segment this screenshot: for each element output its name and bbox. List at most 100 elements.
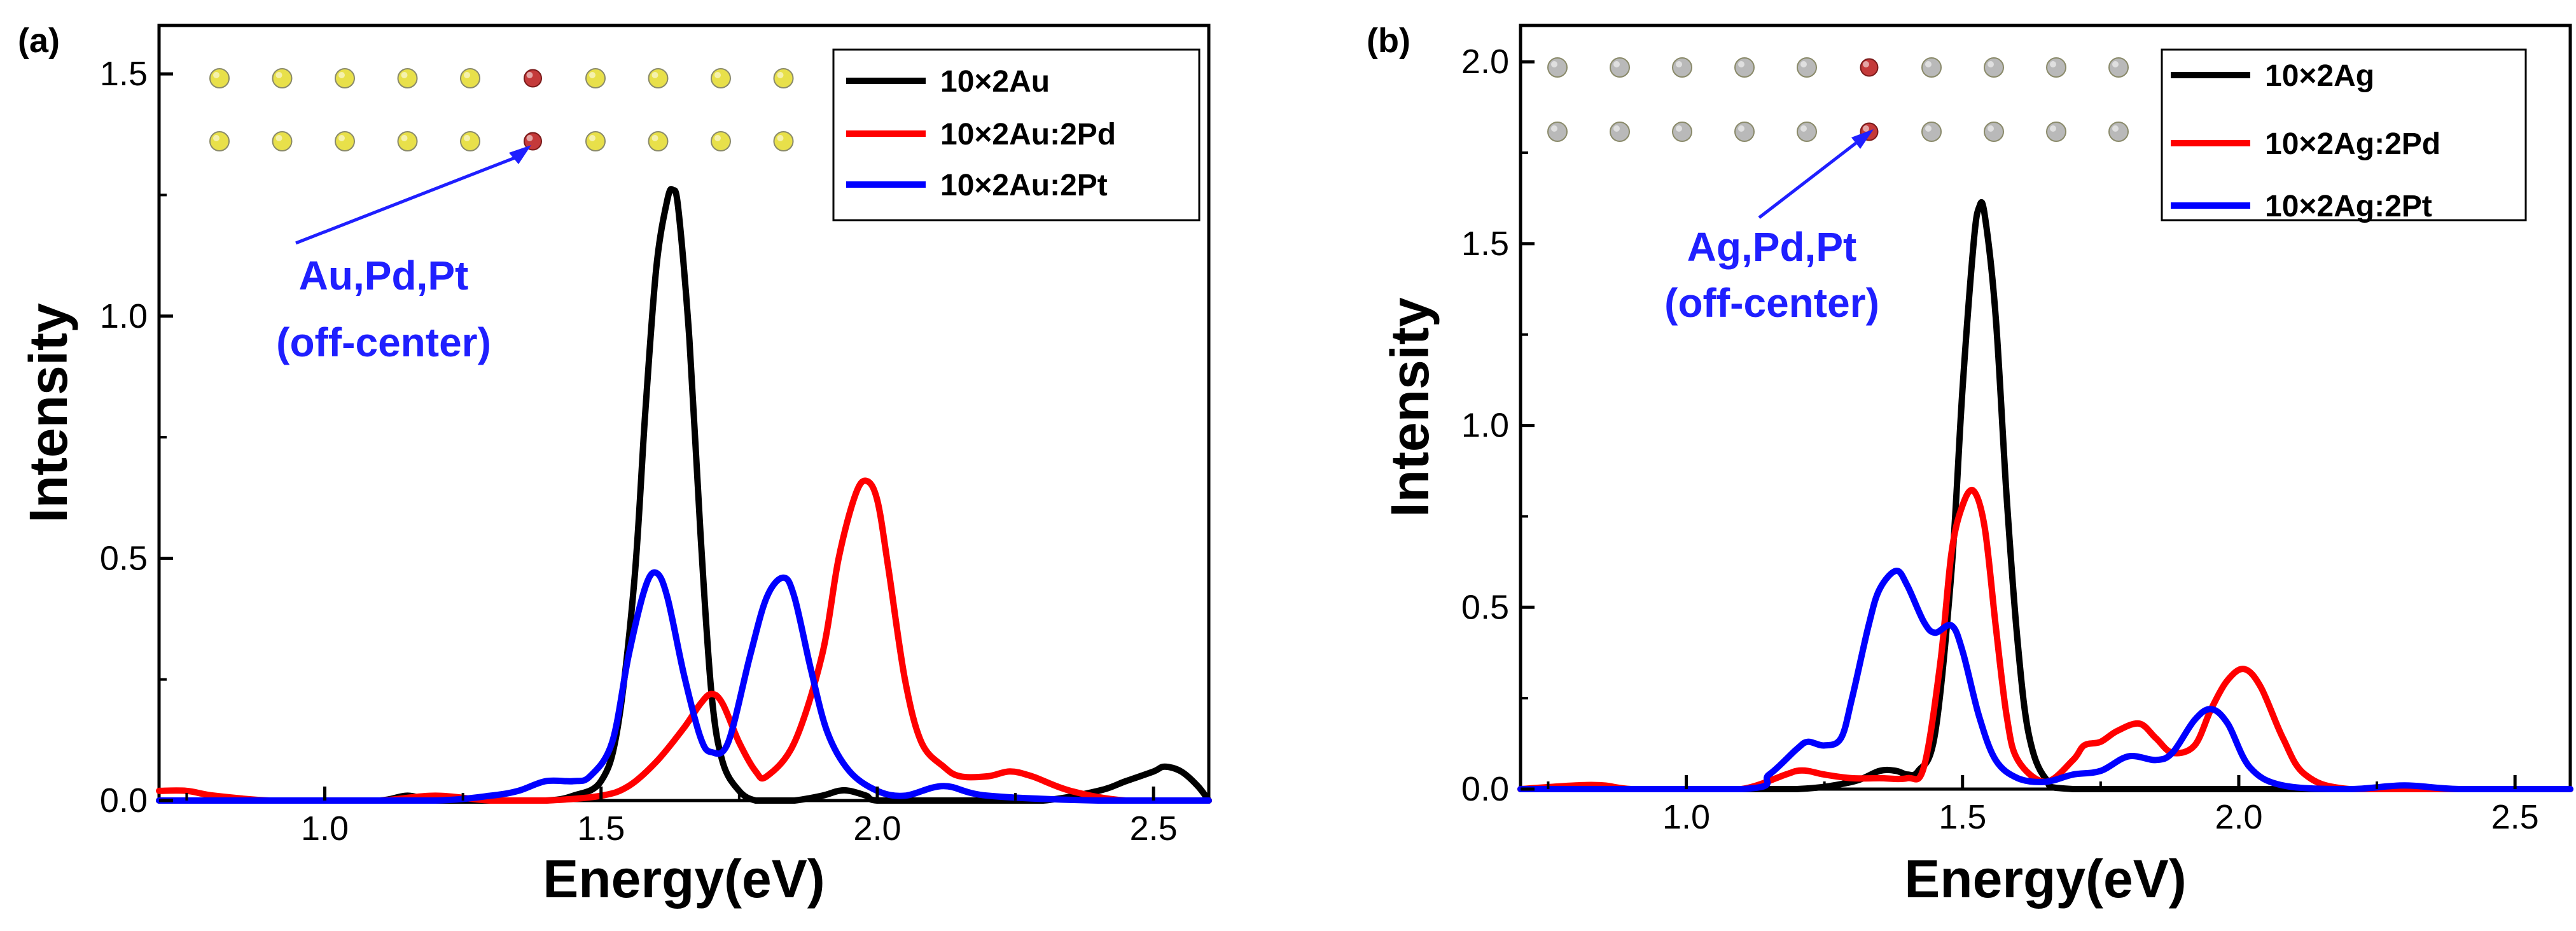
atom-highlight [777, 72, 784, 78]
atom-highlight [651, 135, 658, 141]
y-tick-label: 2.0 [1461, 43, 1509, 81]
host-atom [585, 68, 606, 88]
x-tick-label: 1.5 [577, 809, 625, 848]
host-atom [335, 68, 355, 88]
y-tick-label: 1.5 [1461, 225, 1509, 263]
host-atom [711, 68, 731, 88]
legend-label-a-2: 10×2Au:2Pt [940, 169, 1108, 202]
plot-frame-a [157, 24, 1211, 802]
host-atom [1984, 57, 2004, 78]
host-atom [585, 131, 606, 151]
host-atom [1734, 122, 1755, 142]
host-atom [1984, 122, 2004, 142]
host-atom [272, 68, 293, 88]
atom-highlight [777, 135, 784, 141]
atom-highlight [714, 72, 721, 78]
atom-highlight [275, 135, 282, 141]
panel-b: (b) 1.0 1.5 2.0 2.5 0.0 0.5 1.0 1.5 2.0 Energy(… [1367, 22, 2573, 909]
host-atom [1672, 122, 1692, 142]
host-atom [1921, 57, 1942, 78]
atom-highlight [1551, 61, 1557, 67]
atom-highlight [2112, 125, 2119, 132]
annotation-line2-b: (off-center) [1664, 280, 1879, 326]
x-tick-label: 1.0 [1662, 798, 1710, 836]
legend-label-b-2: 10×2Ag:2Pt [2265, 190, 2432, 223]
atom-highlight [2112, 61, 2119, 67]
host-atom [1921, 122, 1942, 142]
atom-highlight [338, 72, 345, 78]
legend-b: 10×2Ag 10×2Ag:2Pd 10×2Ag:2Pt [2161, 48, 2527, 223]
atom-highlight [464, 135, 470, 141]
host-atom [2108, 122, 2129, 142]
atom-highlight [2050, 61, 2056, 67]
host-atom [711, 131, 731, 151]
x-axis-title-b: Energy(eV) [1904, 849, 2186, 909]
series-line-b-2 [1517, 568, 2573, 793]
host-atom [773, 131, 794, 151]
annotation-arrowhead-b [1851, 129, 1874, 149]
annotation-a: Au,Pd,Pt (off-center) [276, 145, 531, 365]
atom-inset-b [1547, 57, 2129, 142]
host-atom [2046, 57, 2066, 78]
atom-highlight [1863, 61, 1869, 67]
host-atom [335, 131, 355, 151]
atom-highlight [1800, 125, 1807, 132]
host-atom [209, 68, 230, 88]
atom-highlight [1925, 125, 1932, 132]
host-atom [1610, 122, 1630, 142]
y-axis-ticks-a: 0.0 0.5 1.0 1.5 [100, 55, 173, 820]
y-tick-label: 0.0 [100, 781, 148, 820]
atom-highlight [1738, 125, 1744, 132]
panel-label-a: (a) [18, 22, 60, 60]
x-tick-label: 2.5 [2491, 798, 2539, 836]
x-axis-ticks-b: 1.0 1.5 2.0 2.5 [1547, 775, 2539, 836]
host-atom [1547, 122, 1568, 142]
series-group-a [156, 186, 1212, 804]
atom-highlight [526, 72, 533, 78]
host-atom [460, 68, 480, 88]
atom-highlight [589, 135, 595, 141]
host-atom [1797, 57, 1817, 78]
annotation-arrowhead-a [509, 145, 531, 164]
panel-label-b: (b) [1367, 22, 1410, 60]
x-tick-label: 2.0 [2215, 798, 2262, 836]
atom-highlight [275, 72, 282, 78]
annotation-arrow-line-b [1758, 136, 1865, 219]
panel-a: (a) 1.0 1.5 2.0 2.5 0.0 0.5 1.0 1.5 Energy(eV)… [18, 22, 1212, 909]
annotation-line1-b: Ag,Pd,Pt [1687, 224, 1857, 270]
legend-label-b-0: 10×2Ag [2265, 59, 2374, 93]
annotation-b: Ag,Pd,Pt (off-center) [1664, 129, 1879, 326]
atom-highlight [1925, 61, 1932, 67]
annotation-line1-a: Au,Pd,Pt [299, 253, 469, 298]
atom-highlight [401, 135, 408, 141]
host-atom [1610, 57, 1630, 78]
series-line-a-1 [156, 477, 1212, 804]
x-tick-label: 1.5 [1939, 798, 1986, 836]
atom-highlight [651, 72, 658, 78]
x-tick-label: 2.5 [1130, 809, 1178, 848]
plot-frame-b [1519, 24, 2572, 791]
host-atom [2108, 57, 2129, 78]
y-tick-label: 0.0 [1461, 770, 1509, 808]
host-atom [648, 68, 669, 88]
atom-highlight [2050, 125, 2056, 132]
atom-highlight [1551, 125, 1557, 132]
atom-highlight [714, 135, 721, 141]
atom-highlight [1863, 125, 1869, 132]
dopant-atom [1860, 58, 1879, 77]
host-atom [1797, 122, 1817, 142]
host-atom [648, 131, 669, 151]
legend-a: 10×2Au 10×2Au:2Pd 10×2Au:2Pt [832, 48, 1201, 221]
host-atom [397, 68, 418, 88]
host-atom [1672, 57, 1692, 78]
host-atom [397, 131, 418, 151]
x-tick-label: 1.0 [301, 809, 349, 848]
series-line-b-0 [1517, 199, 2573, 793]
atom-highlight [1988, 61, 1994, 67]
x-axis-title-a: Energy(eV) [543, 849, 825, 909]
y-tick-label: 0.5 [100, 539, 148, 577]
atom-highlight [213, 72, 219, 78]
host-atom [773, 68, 794, 88]
legend-label-b-1: 10×2Ag:2Pd [2265, 127, 2440, 161]
